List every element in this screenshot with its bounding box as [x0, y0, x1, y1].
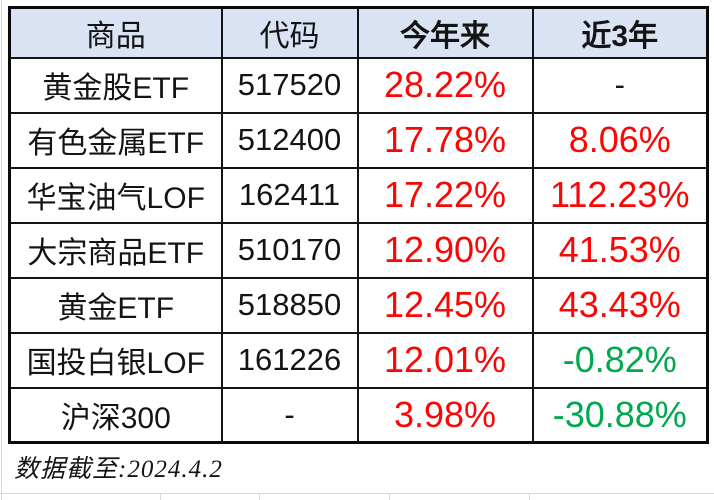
table-row: 黄金ETF 518850 12.45% 43.43% — [8, 276, 709, 334]
3yr-cell: -0.82% — [531, 331, 709, 389]
ytd-cell: 12.45% — [356, 276, 534, 334]
table-row: 国投白银LOF 161226 12.01% -0.82% — [8, 331, 709, 389]
sheet-gridline-stub — [259, 493, 260, 500]
3yr-cell: 41.53% — [531, 221, 709, 279]
code-cell: 161226 — [220, 331, 359, 389]
header-product: 商品 — [8, 6, 223, 59]
ytd-cell: 3.98% — [356, 386, 534, 444]
ytd-cell: 12.90% — [356, 221, 534, 279]
fund-performance-table: 商品 代码 今年来 近3年 黄金股ETF 517520 28.22% - 有色金… — [8, 6, 709, 444]
header-code: 代码 — [220, 6, 359, 59]
code-cell: 162411 — [220, 166, 359, 224]
sheet-gridline-bottom — [0, 493, 714, 494]
table-row: 有色金属ETF 512400 17.78% 8.06% — [8, 111, 709, 169]
code-cell: 517520 — [220, 56, 359, 114]
3yr-cell: -30.88% — [531, 386, 709, 444]
table-row: 黄金股ETF 517520 28.22% - — [8, 56, 709, 114]
header-row: 商品 代码 今年来 近3年 — [8, 6, 709, 59]
code-cell: 510170 — [220, 221, 359, 279]
product-cell: 大宗商品ETF — [8, 221, 223, 279]
sheet-gridline-stub — [529, 493, 530, 500]
3yr-cell: 112.23% — [531, 166, 709, 224]
code-cell: 518850 — [220, 276, 359, 334]
product-cell: 有色金属ETF — [8, 111, 223, 169]
product-cell: 黄金ETF — [8, 276, 223, 334]
3yr-cell: - — [531, 56, 709, 114]
ytd-cell: 17.78% — [356, 111, 534, 169]
product-cell: 国投白银LOF — [8, 331, 223, 389]
product-cell: 华宝油气LOF — [8, 166, 223, 224]
sheet-gridline-left — [1, 0, 2, 500]
table-row: 大宗商品ETF 510170 12.90% 41.53% — [8, 221, 709, 279]
product-cell: 沪深300 — [8, 386, 223, 444]
ytd-cell: 12.01% — [356, 331, 534, 389]
table-row: 华宝油气LOF 162411 17.22% 112.23% — [8, 166, 709, 224]
ytd-cell: 17.22% — [356, 166, 534, 224]
header-ytd: 今年来 — [356, 6, 534, 59]
header-3yr: 近3年 — [531, 6, 709, 59]
table-row: 沪深300 - 3.98% -30.88% — [8, 386, 709, 444]
sheet-gridline-stub — [389, 493, 390, 500]
3yr-cell: 8.06% — [531, 111, 709, 169]
ytd-cell: 28.22% — [356, 56, 534, 114]
sheet-gridline-stub — [160, 493, 161, 500]
code-cell: 512400 — [220, 111, 359, 169]
data-as-of-note: 数据截至:2024.4.2 — [14, 456, 223, 483]
3yr-cell: 43.43% — [531, 276, 709, 334]
product-cell: 黄金股ETF — [8, 56, 223, 114]
code-cell: - — [220, 386, 359, 444]
